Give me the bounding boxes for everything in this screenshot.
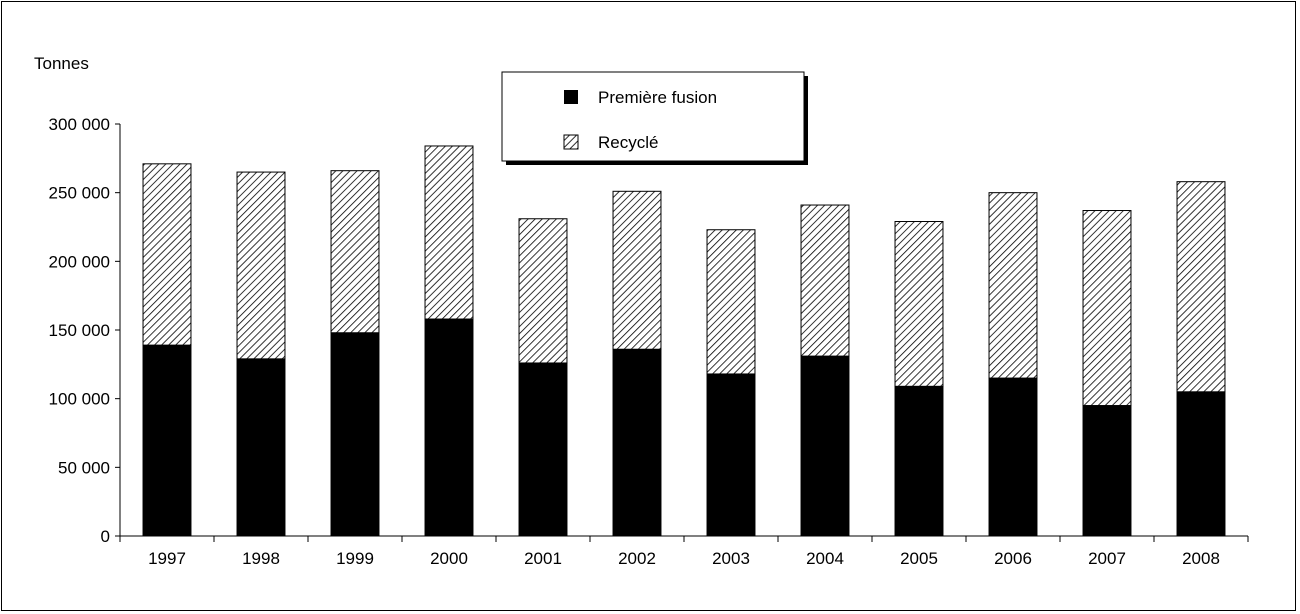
x-tick-label: 1997	[148, 549, 186, 568]
bar-premiere-fusion	[518, 362, 568, 537]
legend-label-recycle: Recyclé	[598, 133, 658, 152]
bar-premiere-fusion	[330, 332, 380, 537]
x-tick-label: 2004	[806, 549, 844, 568]
bar-recycle	[142, 163, 192, 346]
y-axis: 0 50 000 100 000 150 000 200 000 250 000 300 0…	[49, 115, 121, 546]
bar-recycle	[518, 218, 568, 364]
x-tick-label: 2008	[1182, 549, 1220, 568]
y-axis-label: Tonnes	[34, 54, 89, 73]
y-tick-label: 150 000	[49, 321, 110, 340]
y-tick-label: 50 000	[58, 458, 110, 477]
x-tick-label: 1998	[242, 549, 280, 568]
y-tick-label: 300 000	[49, 115, 110, 134]
bar-premiere-fusion	[988, 377, 1038, 537]
legend-label-premiere-fusion: Première fusion	[598, 88, 717, 107]
bar-premiere-fusion	[142, 344, 192, 537]
bar-recycle	[706, 229, 756, 375]
legend: Première fusion Recyclé	[501, 71, 808, 165]
x-tick-label: 2002	[618, 549, 656, 568]
legend-swatch-premiere-fusion	[564, 90, 578, 104]
bar-premiere-fusion	[706, 373, 756, 537]
bar-recycle	[236, 171, 286, 360]
bar-recycle	[988, 192, 1038, 379]
x-tick-label: 2006	[994, 549, 1032, 568]
y-tick-label: 0	[101, 527, 110, 546]
bar-premiere-fusion	[612, 348, 662, 537]
bar-premiere-fusion	[424, 318, 474, 537]
legend-box	[501, 71, 805, 162]
bar-recycle	[612, 190, 662, 350]
y-tick-label: 100 000	[49, 390, 110, 409]
bar-premiere-fusion	[800, 355, 850, 537]
bar-premiere-fusion	[894, 385, 944, 537]
bars	[142, 145, 1226, 537]
bar-recycle	[424, 145, 474, 320]
bar-recycle	[330, 170, 380, 334]
bar-premiere-fusion	[236, 358, 286, 537]
bar-premiere-fusion	[1176, 391, 1226, 537]
x-tick-label: 2005	[900, 549, 938, 568]
bar-premiere-fusion	[1082, 405, 1132, 537]
bar-recycle	[1082, 210, 1132, 407]
x-axis: 1997 1998 1999 2000 2001 2002 2003 2004 2005 2006…	[119, 535, 1249, 568]
y-tick-label: 200 000	[49, 252, 110, 271]
legend-swatch-recycle	[563, 134, 579, 150]
bar-recycle	[894, 221, 944, 387]
bar-recycle	[1176, 181, 1226, 393]
x-tick-label: 2003	[712, 549, 750, 568]
y-tick-label: 250 000	[49, 184, 110, 203]
x-tick-label: 1999	[336, 549, 374, 568]
bar-recycle	[800, 204, 850, 357]
x-tick-label: 2007	[1088, 549, 1126, 568]
x-tick-label: 2000	[430, 549, 468, 568]
x-tick-label: 2001	[524, 549, 562, 568]
